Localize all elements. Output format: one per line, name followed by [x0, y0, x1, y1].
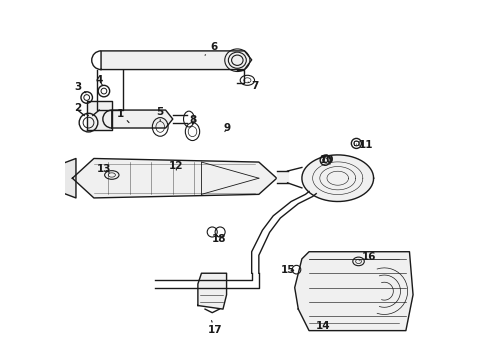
- Text: 18: 18: [212, 234, 226, 244]
- Text: 15: 15: [281, 265, 295, 275]
- Text: 3: 3: [74, 82, 86, 93]
- Text: 17: 17: [207, 320, 222, 335]
- Text: 5: 5: [156, 107, 163, 121]
- Text: 13: 13: [97, 164, 111, 174]
- Polygon shape: [198, 273, 226, 309]
- Text: 7: 7: [247, 81, 259, 91]
- Text: 4: 4: [95, 75, 103, 85]
- Text: 2: 2: [74, 103, 88, 116]
- Text: 14: 14: [315, 321, 330, 331]
- Polygon shape: [276, 171, 287, 183]
- Text: 12: 12: [169, 161, 183, 171]
- Text: 10: 10: [319, 155, 333, 165]
- Polygon shape: [86, 101, 112, 130]
- Text: 6: 6: [204, 42, 217, 55]
- Text: 9: 9: [223, 123, 230, 133]
- Text: 1: 1: [117, 109, 129, 123]
- Polygon shape: [101, 51, 251, 69]
- Text: 8: 8: [188, 115, 196, 125]
- Polygon shape: [72, 158, 276, 198]
- Polygon shape: [112, 110, 172, 128]
- Polygon shape: [61, 158, 76, 198]
- Text: 16: 16: [359, 252, 376, 262]
- Polygon shape: [294, 252, 412, 330]
- Polygon shape: [301, 155, 373, 202]
- Text: 11: 11: [356, 140, 373, 150]
